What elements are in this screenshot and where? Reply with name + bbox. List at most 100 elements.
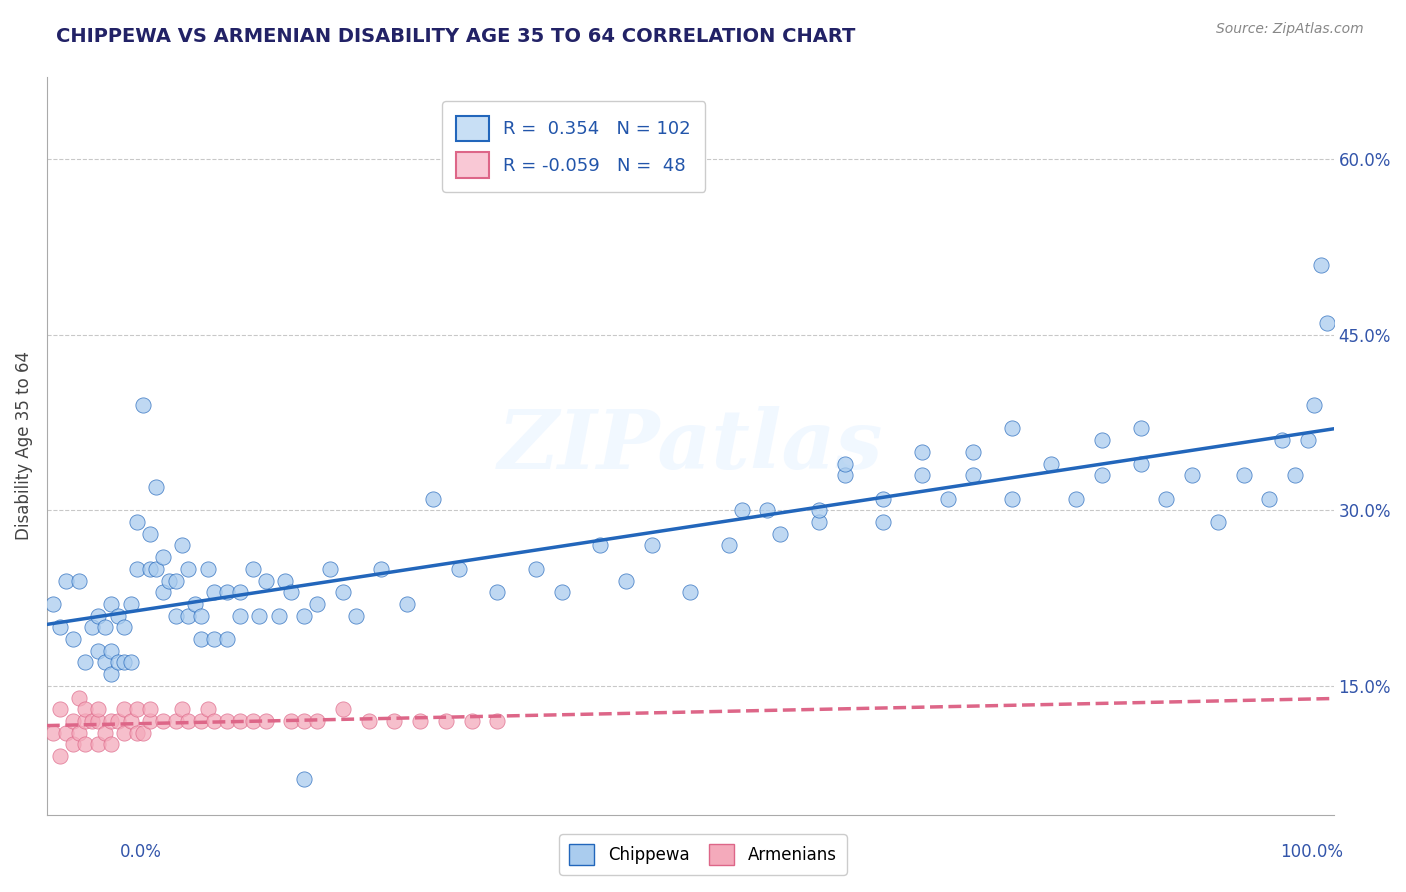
Point: [292, 772, 315, 787]
Point: [132, 398, 155, 412]
Point: [434, 714, 457, 728]
Point: [55, 725, 77, 739]
Point: [157, 574, 180, 588]
Point: [280, 585, 302, 599]
Point: [132, 725, 155, 739]
Point: [197, 702, 219, 716]
Point: [170, 702, 193, 716]
Point: [100, 667, 122, 681]
Point: [152, 585, 174, 599]
Point: [834, 468, 856, 483]
Point: [170, 538, 193, 552]
Point: [202, 714, 225, 728]
Point: [215, 632, 238, 646]
Point: [640, 538, 662, 552]
Point: [1129, 421, 1152, 435]
Point: [1129, 457, 1152, 471]
Point: [215, 585, 238, 599]
Point: [215, 714, 238, 728]
Point: [152, 550, 174, 565]
Legend: Chippewa, Armenians: Chippewa, Armenians: [560, 834, 846, 875]
Point: [139, 702, 162, 716]
Point: [1091, 468, 1114, 483]
Point: [242, 714, 264, 728]
Text: CHIPPEWA VS ARMENIAN DISABILITY AGE 35 TO 64 CORRELATION CHART: CHIPPEWA VS ARMENIAN DISABILITY AGE 35 T…: [56, 27, 856, 45]
Point: [679, 585, 702, 599]
Point: [396, 597, 419, 611]
Point: [1316, 316, 1339, 330]
Point: [422, 491, 444, 506]
Point: [120, 656, 142, 670]
Point: [1232, 468, 1254, 483]
Legend: R =  0.354   N = 102, R = -0.059   N =  48: R = 0.354 N = 102, R = -0.059 N = 48: [441, 101, 706, 192]
Point: [307, 597, 329, 611]
Point: [769, 526, 792, 541]
Point: [1206, 515, 1229, 529]
Point: [911, 445, 934, 459]
Point: [75, 737, 97, 751]
Text: Source: ZipAtlas.com: Source: ZipAtlas.com: [1216, 22, 1364, 37]
Point: [165, 574, 187, 588]
Point: [112, 725, 135, 739]
Point: [80, 714, 103, 728]
Point: [1303, 398, 1326, 412]
Point: [55, 574, 77, 588]
Point: [1156, 491, 1178, 506]
Point: [344, 608, 367, 623]
Point: [614, 574, 637, 588]
Point: [307, 714, 329, 728]
Point: [125, 562, 148, 576]
Point: [1064, 491, 1087, 506]
Point: [229, 608, 252, 623]
Point: [139, 714, 162, 728]
Point: [382, 714, 405, 728]
Point: [254, 714, 277, 728]
Y-axis label: Disability Age 35 to 64: Disability Age 35 to 64: [15, 351, 32, 541]
Point: [87, 608, 110, 623]
Point: [357, 714, 380, 728]
Point: [936, 491, 959, 506]
Point: [62, 714, 84, 728]
Point: [75, 714, 97, 728]
Point: [962, 445, 984, 459]
Point: [247, 608, 270, 623]
Point: [100, 644, 122, 658]
Point: [87, 737, 110, 751]
Point: [447, 562, 470, 576]
Point: [165, 714, 187, 728]
Point: [756, 503, 779, 517]
Point: [120, 597, 142, 611]
Point: [1001, 421, 1024, 435]
Text: 100.0%: 100.0%: [1279, 843, 1343, 861]
Point: [177, 714, 200, 728]
Point: [75, 702, 97, 716]
Point: [1309, 258, 1331, 272]
Point: [152, 714, 174, 728]
Point: [872, 515, 894, 529]
Point: [229, 585, 252, 599]
Point: [370, 562, 392, 576]
Point: [94, 620, 117, 634]
Point: [100, 737, 122, 751]
Point: [87, 714, 110, 728]
Point: [911, 468, 934, 483]
Point: [202, 632, 225, 646]
Point: [94, 656, 117, 670]
Text: 0.0%: 0.0%: [120, 843, 162, 861]
Point: [550, 585, 572, 599]
Point: [717, 538, 740, 552]
Point: [190, 714, 212, 728]
Point: [460, 714, 482, 728]
Point: [319, 562, 342, 576]
Point: [1296, 433, 1319, 447]
Point: [274, 574, 297, 588]
Point: [145, 480, 167, 494]
Point: [332, 702, 354, 716]
Point: [242, 562, 264, 576]
Point: [197, 562, 219, 576]
Point: [1284, 468, 1306, 483]
Point: [100, 714, 122, 728]
Point: [292, 714, 315, 728]
Point: [267, 608, 290, 623]
Point: [100, 597, 122, 611]
